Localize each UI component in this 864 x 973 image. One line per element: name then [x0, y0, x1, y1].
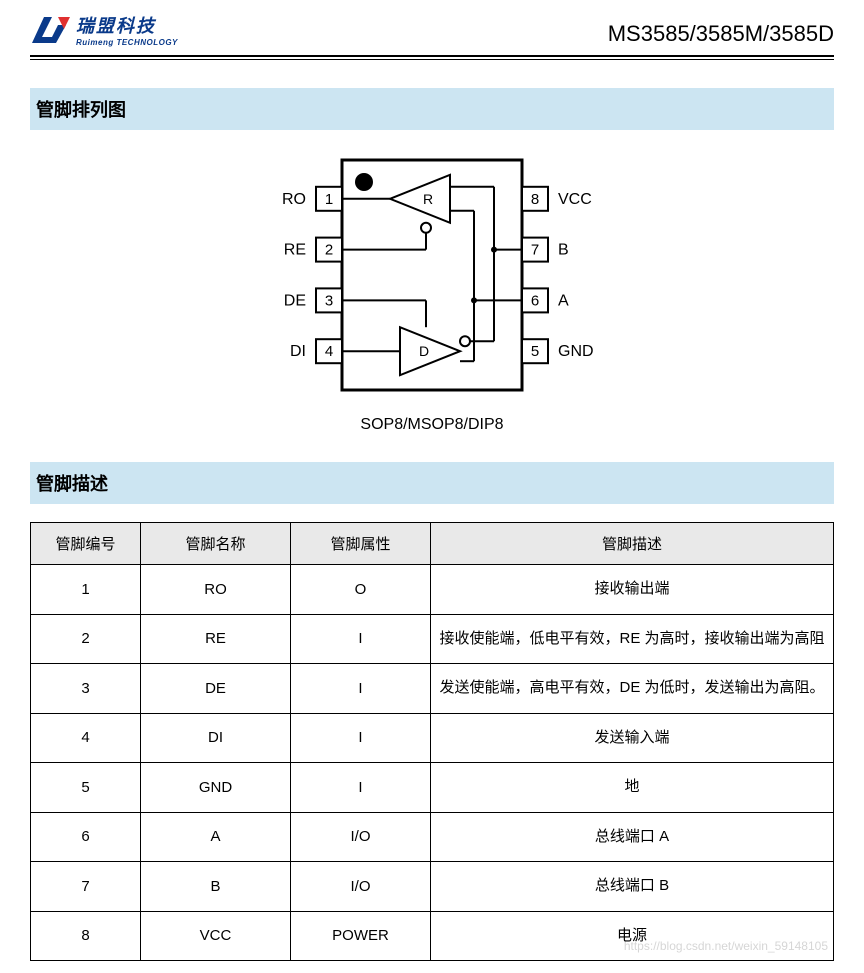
cell-pin-num: 2	[31, 614, 141, 664]
cell-pin-name: RO	[141, 565, 291, 615]
table-row: 7BI/O总线端口 B	[31, 862, 834, 912]
section-pindesc-label: 管脚描述	[36, 474, 108, 494]
cell-pin-num: 7	[31, 862, 141, 912]
cell-pin-num: 5	[31, 763, 141, 813]
table-row: 8VCCPOWER电源	[31, 911, 834, 961]
cell-pin-num: 3	[31, 664, 141, 714]
svg-text:6: 6	[531, 292, 539, 309]
cell-pin-name: DI	[141, 713, 291, 763]
pin-table-head: 管脚编号 管脚名称 管脚属性 管脚描述	[31, 523, 834, 565]
cell-pin-attr: I	[291, 763, 431, 813]
cell-pin-attr: I/O	[291, 862, 431, 912]
svg-text:8: 8	[531, 191, 539, 208]
pin-table-body: 1ROO接收输出端2REI接收使能端，低电平有效，RE 为高时，接收输出端为高阻…	[31, 565, 834, 961]
cell-pin-num: 1	[31, 565, 141, 615]
svg-text:A: A	[558, 292, 569, 309]
svg-text:D: D	[419, 343, 429, 359]
cell-pin-attr: POWER	[291, 911, 431, 961]
table-row: 2REI接收使能端，低电平有效，RE 为高时，接收输出端为高阻	[31, 614, 834, 664]
cell-pin-num: 6	[31, 812, 141, 862]
cell-pin-desc: 电源	[431, 911, 834, 961]
cell-pin-name: RE	[141, 614, 291, 664]
cell-pin-num: 8	[31, 911, 141, 961]
cell-pin-attr: I	[291, 614, 431, 664]
svg-text:2: 2	[325, 242, 333, 259]
svg-text:GND: GND	[558, 343, 594, 360]
table-row: 6AI/O总线端口 A	[31, 812, 834, 862]
section-pindesc-title: 管脚描述	[30, 462, 834, 504]
th-pin-attr: 管脚属性	[291, 523, 431, 565]
cell-pin-desc: 接收输出端	[431, 565, 834, 615]
pinout-diagram: 1 RO 8 VCC 2 RE 7 B 3 DE 6 A 4 DI 5 GND R D	[30, 150, 834, 410]
th-pin-desc: 管脚描述	[431, 523, 834, 565]
svg-text:R: R	[423, 191, 433, 207]
section-pinout-label: 管脚排列图	[36, 100, 126, 120]
cell-pin-name: DE	[141, 664, 291, 714]
cell-pin-attr: I/O	[291, 812, 431, 862]
svg-text:DI: DI	[290, 343, 306, 360]
cell-pin-attr: I	[291, 713, 431, 763]
th-pin-num: 管脚编号	[31, 523, 141, 565]
svg-text:B: B	[558, 242, 569, 259]
part-number: MS3585/3585M/3585D	[608, 21, 834, 47]
svg-text:1: 1	[325, 191, 333, 208]
page-header: 瑞盟科技 Ruimeng TECHNOLOGY MS3585/3585M/358…	[30, 0, 834, 51]
cell-pin-name: VCC	[141, 911, 291, 961]
svg-text:3: 3	[325, 292, 333, 309]
pin-table: 管脚编号 管脚名称 管脚属性 管脚描述 1ROO接收输出端2REI接收使能端，低…	[30, 522, 834, 961]
svg-text:VCC: VCC	[558, 191, 592, 208]
cell-pin-desc: 发送输入端	[431, 713, 834, 763]
logo: 瑞盟科技 Ruimeng TECHNOLOGY	[30, 12, 178, 47]
cell-pin-attr: I	[291, 664, 431, 714]
pin-table-header-row: 管脚编号 管脚名称 管脚属性 管脚描述	[31, 523, 834, 565]
cell-pin-name: B	[141, 862, 291, 912]
table-row: 5GNDI地	[31, 763, 834, 813]
cell-pin-desc: 发送使能端，高电平有效，DE 为低时，发送输出为高阻。	[431, 664, 834, 714]
svg-text:RE: RE	[284, 242, 306, 259]
table-row: 4DII发送输入端	[31, 713, 834, 763]
logo-mark-icon	[30, 13, 72, 47]
cell-pin-desc: 地	[431, 763, 834, 813]
table-row: 1ROO接收输出端	[31, 565, 834, 615]
cell-pin-desc: 总线端口 A	[431, 812, 834, 862]
svg-text:RO: RO	[282, 191, 306, 208]
logo-en: Ruimeng TECHNOLOGY	[76, 38, 178, 47]
svg-text:DE: DE	[284, 292, 306, 309]
cell-pin-desc: 总线端口 B	[431, 862, 834, 912]
logo-text: 瑞盟科技 Ruimeng TECHNOLOGY	[76, 12, 178, 47]
diagram-caption: SOP8/MSOP8/DIP8	[30, 416, 834, 434]
cell-pin-name: A	[141, 812, 291, 862]
cell-pin-attr: O	[291, 565, 431, 615]
page: 瑞盟科技 Ruimeng TECHNOLOGY MS3585/3585M/358…	[0, 0, 864, 973]
header-rule	[30, 55, 834, 60]
table-row: 3DEI发送使能端，高电平有效，DE 为低时，发送输出为高阻。	[31, 664, 834, 714]
svg-text:4: 4	[325, 343, 333, 360]
svg-text:7: 7	[531, 242, 539, 259]
section-pinout-title: 管脚排列图	[30, 88, 834, 130]
pinout-svg: 1 RO 8 VCC 2 RE 7 B 3 DE 6 A 4 DI 5 GND R D	[212, 150, 652, 410]
th-pin-name: 管脚名称	[141, 523, 291, 565]
cell-pin-desc: 接收使能端，低电平有效，RE 为高时，接收输出端为高阻	[431, 614, 834, 664]
svg-text:5: 5	[531, 343, 539, 360]
cell-pin-num: 4	[31, 713, 141, 763]
logo-cn: 瑞盟科技	[76, 12, 178, 38]
cell-pin-name: GND	[141, 763, 291, 813]
